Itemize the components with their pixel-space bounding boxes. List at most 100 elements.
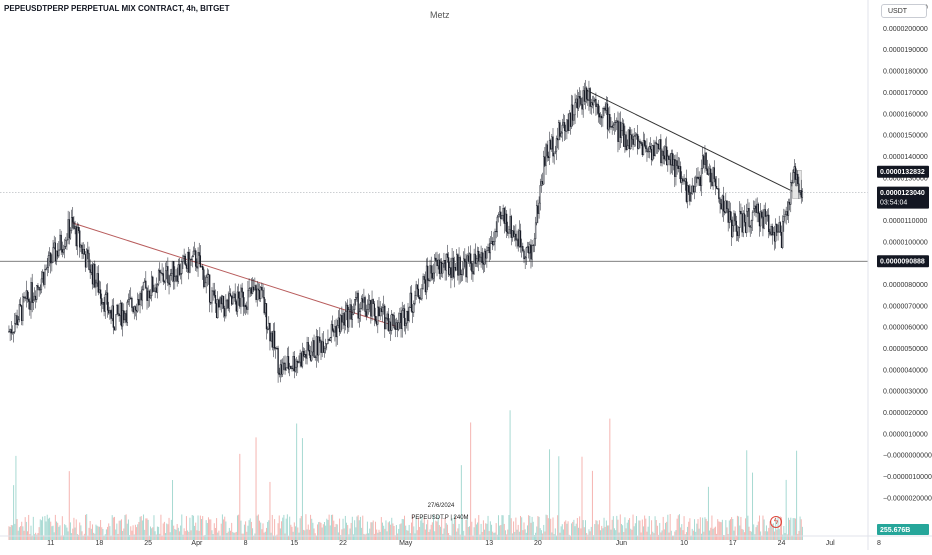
volume-bar (265, 527, 267, 540)
volume-bar (639, 520, 641, 540)
candle-body (33, 295, 36, 301)
symbol-title[interactable]: PEPEUSDTPERP PERPETUAL MIX CONTRACT, 4h,… (4, 4, 230, 13)
volume-bar (300, 516, 302, 540)
candle-body (378, 306, 380, 317)
volume-bar (608, 525, 610, 540)
volume-bar (355, 527, 357, 540)
volume-bar (328, 514, 330, 540)
volume-bar (768, 527, 770, 540)
candle-body (460, 274, 463, 276)
volume-bar (413, 526, 415, 540)
candle-body (446, 253, 449, 258)
volume-bar (330, 514, 332, 540)
volume-bar (297, 527, 299, 540)
volume-bar (61, 516, 63, 540)
lightning-icon[interactable]: ϟ (770, 516, 782, 528)
volume-bar (696, 523, 698, 540)
y-tick-label: −0.0000000000 (883, 453, 932, 460)
candle-body (88, 252, 90, 270)
volume-bar (224, 516, 226, 540)
candle-body (154, 287, 156, 292)
candle-body (434, 257, 436, 274)
volume-bar (504, 530, 506, 540)
candle-body (367, 303, 370, 310)
volume-bar (613, 528, 615, 540)
candle-body (427, 265, 429, 281)
candle-body (282, 362, 284, 375)
volume-bar (793, 518, 795, 540)
volume-bar (22, 526, 24, 540)
candle-body (255, 285, 257, 300)
volume-bar (307, 524, 309, 540)
volume-bar (358, 520, 360, 540)
volume-bar (90, 528, 92, 540)
candle-body (597, 104, 599, 114)
y-tick-label: 0.0000190000 (883, 47, 928, 54)
volume-bar (438, 525, 440, 540)
candle-body (634, 134, 637, 137)
volume-bar (132, 525, 134, 540)
candle-body (208, 274, 211, 303)
candle-body (524, 257, 526, 260)
candle-body (177, 264, 179, 282)
candle-body (626, 145, 628, 150)
candle-body (307, 342, 309, 351)
candle-body (480, 252, 482, 258)
candle-body (618, 121, 620, 142)
y-tick-label: 0.0000010000 (883, 431, 928, 438)
candle-body (241, 287, 243, 293)
volume-bar (705, 518, 707, 540)
candle-body (790, 182, 792, 205)
volume-bar (653, 533, 655, 540)
candle-body (489, 243, 492, 254)
volume-bar (436, 521, 438, 540)
volume-bar (96, 525, 98, 540)
candle-body (228, 293, 231, 309)
candle-body (632, 138, 634, 145)
candle-body (746, 210, 748, 233)
volume-bar (485, 523, 487, 540)
candle-body (98, 289, 101, 293)
volume-bar (168, 517, 170, 540)
volume-bar (478, 515, 480, 540)
candle-body (633, 135, 635, 145)
candle-body (429, 265, 431, 282)
candle-body (800, 190, 802, 198)
volume-bar (754, 534, 756, 540)
candle-body (415, 284, 417, 297)
volume-bar (247, 525, 249, 540)
candle-body (425, 265, 428, 293)
volume-bar (414, 533, 416, 540)
volume-bar (475, 524, 477, 540)
candle-body (257, 288, 260, 291)
volume-bar (58, 526, 60, 540)
candle-body (254, 285, 256, 291)
candle-body (525, 247, 527, 259)
candle-body (779, 222, 782, 233)
volume-bar (675, 530, 677, 540)
candle-body (121, 310, 124, 327)
volume-bar (346, 522, 348, 540)
y-tick-label: 0.0000100000 (883, 239, 928, 246)
volume-bar (574, 526, 576, 540)
volume-bar (52, 525, 54, 540)
currency-button[interactable]: USDT (881, 4, 927, 18)
volume-bar (359, 516, 361, 540)
volume-bar (356, 516, 358, 540)
volume-bar (95, 524, 97, 540)
volume-bar (71, 533, 73, 540)
candle-body (743, 213, 746, 223)
volume-bar (118, 520, 120, 540)
candle-body (576, 98, 579, 109)
volume-bar (611, 519, 613, 540)
candle-body (510, 216, 512, 238)
candle-body (183, 255, 185, 257)
candle-body (160, 272, 162, 274)
volume-bar (183, 528, 185, 540)
volume-bar (569, 535, 571, 540)
volume-bar (57, 522, 59, 540)
candle-body (751, 211, 754, 221)
candle-body (365, 311, 367, 317)
